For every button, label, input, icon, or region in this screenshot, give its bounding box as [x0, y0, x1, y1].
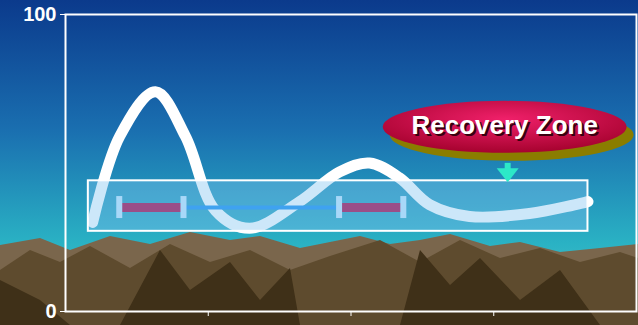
svg-text:0: 0 — [45, 300, 56, 322]
svg-text:100: 100 — [23, 3, 56, 25]
svg-text:Recovery Zone: Recovery Zone — [411, 110, 597, 140]
